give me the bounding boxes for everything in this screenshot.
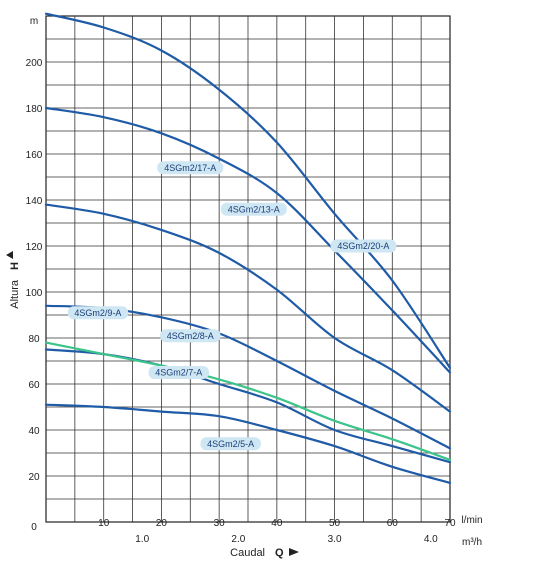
curve-labels: 4SGm2/20-A 4SGm2/17-A 4SGm2/13-A 4SGm2/9-A 4… xyxy=(67,161,397,451)
x-unit2-label: m³/h xyxy=(462,537,482,548)
curve-label-text: 4SGm2/17-A xyxy=(164,163,216,173)
curve-label-4SGm2/8-A: 4SGm2/8-A xyxy=(160,329,221,343)
curve-label-background xyxy=(330,239,397,253)
curve-label-4SGm2/17-A: 4SGm2/17-A xyxy=(157,161,224,175)
x-tick2-label: 1.0 xyxy=(135,534,149,545)
curve-label-4SGm2/7-A: 4SGm2/7-A xyxy=(148,366,209,379)
y-tick-label: 160 xyxy=(26,150,43,161)
y-tick-label: 80 xyxy=(28,334,40,345)
curve-4SGm2/5-A xyxy=(44,403,452,484)
x-tick-label: 20 xyxy=(156,518,168,529)
y-tick-label: 180 xyxy=(26,104,43,115)
x-axis-title: Caudal xyxy=(230,547,265,559)
curve-label-text: 4SGm2/5-A xyxy=(207,439,254,449)
performance-curves xyxy=(44,12,452,484)
curve-label-text: 4SGm2/7-A xyxy=(155,368,202,378)
curve-4SGm2/13-A xyxy=(44,203,452,413)
x-axis-arrow-icon xyxy=(289,548,299,556)
y-tick-label: 120 xyxy=(26,242,43,253)
x-tick-label: 60 xyxy=(387,518,399,529)
curve-label-text: 4SGm2/9-A xyxy=(74,308,121,318)
y-axis-symbol: H xyxy=(9,262,21,270)
curve-label-4SGm2/5-A: 4SGm2/5-A xyxy=(200,437,261,451)
x-tick-label: 50 xyxy=(329,518,341,529)
y-zero-label: 0 xyxy=(31,522,37,533)
x-tick-label: 10 xyxy=(98,518,110,529)
curve-label-background xyxy=(148,366,209,379)
curve-4SGm2/20-A xyxy=(44,12,452,369)
curve-label-4SGm2/9-A: 4SGm2/9-A xyxy=(67,306,129,320)
curve-label-4SGm2/20-A: 4SGm2/20-A xyxy=(330,239,397,253)
curve-label-background xyxy=(160,329,221,343)
curve-4SGm2/17-A xyxy=(44,106,452,374)
curve-label-text: 4SGm2/13-A xyxy=(228,204,280,214)
y-tick-label: 60 xyxy=(28,380,40,391)
x-tick2-label: 4.0 xyxy=(424,534,438,545)
axis-ticks: 20 40 60 80 100 120 140 160 180 200 10 20 30 40 50 60 70… xyxy=(26,58,456,545)
curve-label-background xyxy=(67,306,129,320)
curve-label-text: 4SGm2/20-A xyxy=(337,241,389,251)
x-tick2-label: 3.0 xyxy=(328,534,342,545)
x-axis-symbol: Q xyxy=(275,547,284,559)
x-unit-label: l/min xyxy=(461,515,482,526)
x-tick-label: 70 xyxy=(444,518,456,529)
x-tick-label: 30 xyxy=(214,518,226,529)
y-tick-label: 40 xyxy=(28,426,40,437)
curve-4SGm2/7-A xyxy=(44,341,452,461)
curve-label-background xyxy=(157,161,224,175)
y-tick-label: 100 xyxy=(26,288,43,299)
curve-label-text: 4SGm2/8-A xyxy=(167,331,214,341)
x-tick-label: 40 xyxy=(271,518,283,529)
x-tick2-label: 2.0 xyxy=(231,534,245,545)
y-tick-label: 200 xyxy=(26,58,43,69)
curve-label-background xyxy=(220,202,287,216)
curve-label-background xyxy=(200,437,261,451)
y-axis-arrow-icon xyxy=(6,251,13,259)
y-axis-title: Altura xyxy=(9,279,21,309)
curve-label-4SGm2/13-A: 4SGm2/13-A xyxy=(220,202,287,216)
y-unit-label: m xyxy=(30,16,38,27)
y-tick-label: 20 xyxy=(28,472,40,483)
y-tick-label: 140 xyxy=(26,196,43,207)
